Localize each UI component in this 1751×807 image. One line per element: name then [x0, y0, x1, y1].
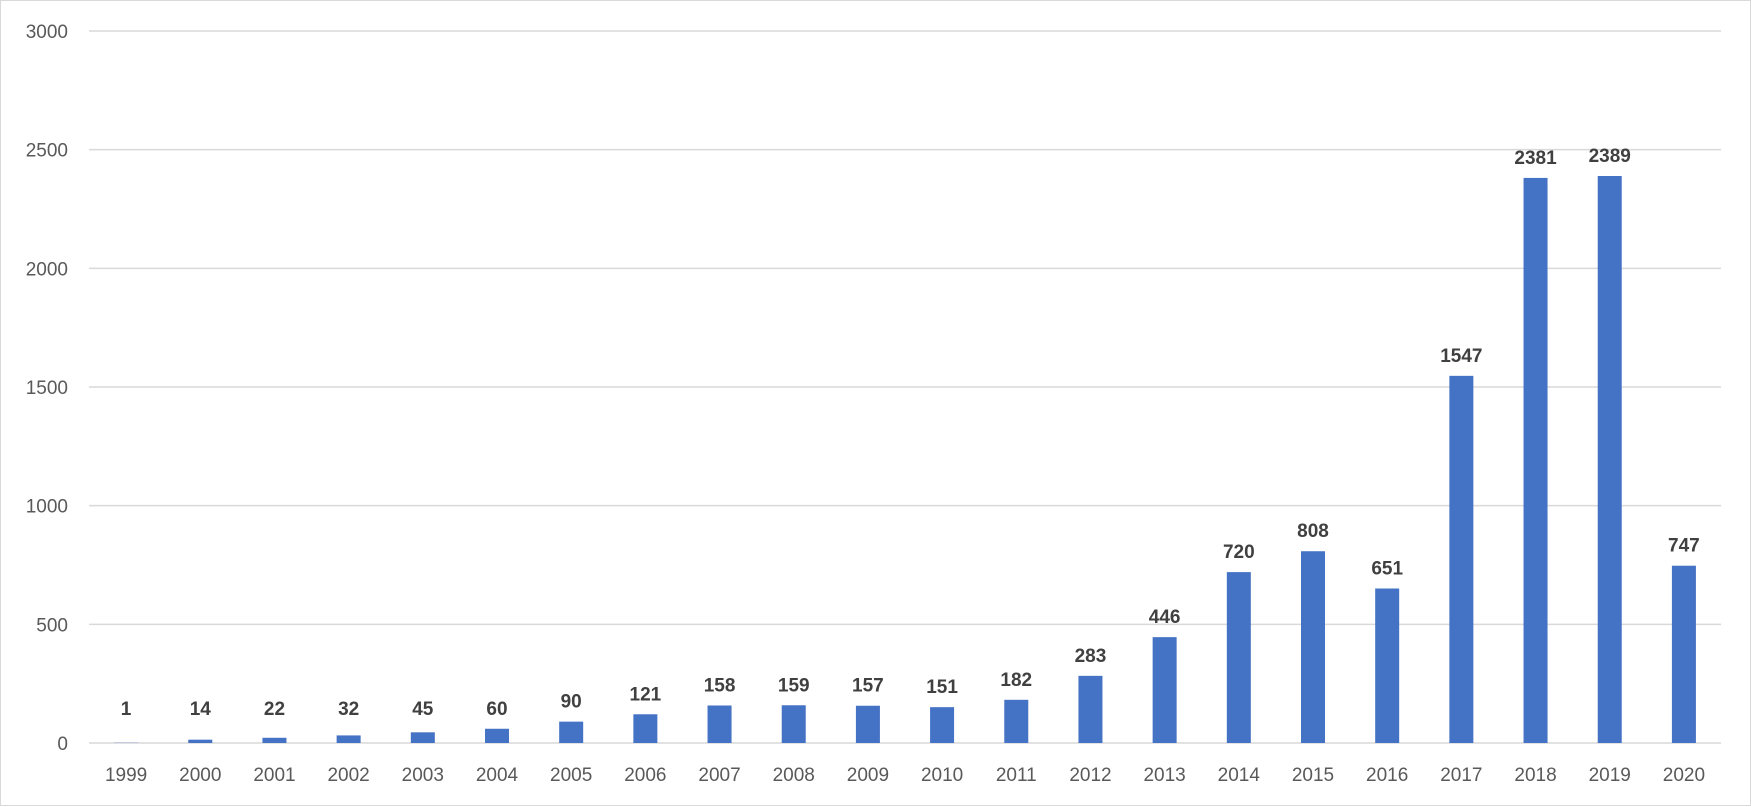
x-tick-label-2012: 2012: [1069, 765, 1111, 786]
x-tick-label-2005: 2005: [550, 765, 592, 786]
data-label-2008: 159: [778, 675, 810, 696]
data-label-1999: 1: [121, 699, 132, 720]
bar-2018: [1524, 178, 1548, 743]
x-axis-ticks: 1999 2000 2001 2002 2003 2004 2005 2006 2007 2008…: [105, 765, 1705, 786]
x-tick-label-2014: 2014: [1218, 765, 1261, 786]
data-label-2020: 747: [1668, 536, 1700, 557]
data-label-2006: 121: [630, 684, 662, 705]
bar-2001: [262, 738, 286, 743]
data-label-2019: 2389: [1589, 146, 1631, 167]
data-label-2009: 157: [852, 676, 884, 697]
x-tick-label-2001: 2001: [253, 765, 295, 786]
bars: [114, 176, 1696, 743]
x-tick-label-2006: 2006: [624, 765, 666, 786]
x-tick-label-2011: 2011: [996, 765, 1037, 786]
y-axis-ticks: 0 500 1000 1500 2000 2500 3000: [26, 22, 68, 755]
bar-2017: [1449, 376, 1473, 743]
bar-2019: [1598, 176, 1622, 743]
data-label-2000: 14: [190, 699, 212, 720]
data-label-2015: 808: [1297, 521, 1329, 542]
x-tick-label-1999: 1999: [105, 765, 147, 786]
data-label-2014: 720: [1223, 542, 1255, 563]
data-label-2010: 151: [926, 677, 958, 698]
bar-2010: [930, 707, 954, 743]
bar-2012: [1078, 676, 1102, 743]
data-label-2013: 446: [1149, 607, 1181, 628]
bar-2004: [485, 729, 509, 743]
x-tick-label-2008: 2008: [773, 765, 815, 786]
x-tick-label-2016: 2016: [1366, 765, 1408, 786]
y-tick-label: 2000: [26, 259, 68, 280]
x-tick-label-2020: 2020: [1663, 765, 1705, 786]
bar-2011: [1004, 700, 1028, 743]
bar-2005: [559, 722, 583, 743]
data-label-2018: 2381: [1514, 148, 1557, 169]
x-tick-label-2000: 2000: [179, 765, 221, 786]
bar-2016: [1375, 588, 1399, 743]
y-tick-label: 0: [57, 734, 68, 755]
bar-2013: [1153, 637, 1177, 743]
x-tick-label-2004: 2004: [476, 765, 519, 786]
x-tick-label-2013: 2013: [1143, 765, 1185, 786]
bar-2002: [337, 735, 361, 743]
x-tick-label-2018: 2018: [1514, 765, 1556, 786]
gridlines: [89, 31, 1721, 743]
data-label-2017: 1547: [1440, 346, 1482, 367]
bar-2014: [1227, 572, 1251, 743]
bar-2000: [188, 740, 212, 743]
y-tick-label: 3000: [26, 22, 68, 43]
data-label-2003: 45: [412, 699, 434, 720]
bar-2015: [1301, 551, 1325, 743]
x-tick-label-2010: 2010: [921, 765, 963, 786]
data-label-2007: 158: [704, 676, 736, 697]
y-tick-label: 1000: [26, 497, 68, 518]
x-tick-label-2007: 2007: [698, 765, 740, 786]
x-tick-label-2002: 2002: [327, 765, 369, 786]
bar-2009: [856, 706, 880, 743]
x-tick-label-2015: 2015: [1292, 765, 1334, 786]
y-tick-label: 500: [36, 615, 68, 636]
bar-2007: [708, 706, 732, 743]
bar-2003: [411, 732, 435, 743]
bar-2006: [633, 714, 657, 743]
data-label-2001: 22: [264, 699, 285, 720]
x-tick-label-2019: 2019: [1589, 765, 1631, 786]
data-label-2012: 283: [1075, 646, 1107, 667]
bar-2020: [1672, 566, 1696, 743]
data-label-2004: 60: [486, 699, 507, 720]
bar-2008: [782, 705, 806, 743]
y-tick-label: 1500: [26, 378, 68, 399]
data-label-2016: 651: [1371, 558, 1403, 579]
data-label-2005: 90: [561, 692, 582, 713]
data-label-2002: 32: [338, 699, 359, 720]
data-label-2011: 182: [1000, 670, 1032, 691]
x-tick-label-2003: 2003: [402, 765, 444, 786]
x-tick-label-2009: 2009: [847, 765, 889, 786]
x-tick-label-2017: 2017: [1440, 765, 1482, 786]
y-tick-label: 2500: [26, 141, 68, 162]
